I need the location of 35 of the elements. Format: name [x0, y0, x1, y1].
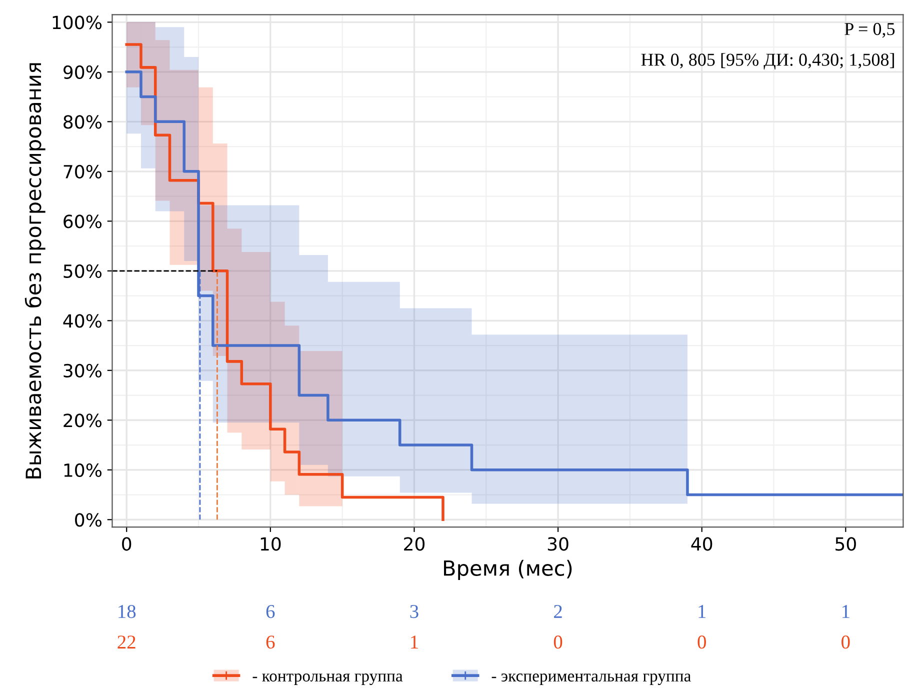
text: 0 [698, 636, 706, 649]
y-tick-label: 60% [64, 214, 102, 228]
y-axis-title: Выживаемость без прогрессирования [24, 63, 46, 478]
y-tick-label: 40% [63, 314, 102, 328]
y-tick-label: 20% [64, 414, 102, 428]
y-tick-label: 100% [52, 16, 102, 30]
legend-label: - контрольная группа [252, 674, 403, 685]
x-axis-title: Время (мес) [444, 560, 572, 580]
text: 1 [842, 605, 850, 618]
x-tick-label: 40 [691, 537, 712, 551]
y-tick-label: 50% [64, 264, 102, 278]
x-tick-label: 30 [548, 537, 568, 551]
y-tick-label: 30% [64, 364, 102, 378]
text: 0 [842, 636, 850, 649]
y-tick-label: 10% [64, 463, 102, 478]
text: 1 [411, 636, 418, 648]
y-tick-label: 90% [64, 65, 102, 80]
text: 18 [118, 604, 136, 618]
text: 0 [554, 636, 562, 649]
text: 22 [118, 636, 136, 648]
text: 3 [410, 605, 418, 618]
text: 1 [698, 605, 706, 618]
annotation: HR 0, 805 [95% ДИ: 0,430; 1,508] [641, 53, 894, 70]
x-tick-label: 0 [122, 537, 132, 551]
legend-label: - экспериментальная группа [492, 674, 691, 685]
y-tick-label: 80% [64, 115, 102, 129]
x-tick-label: 50 [836, 537, 856, 551]
annotation: P = 0,5 [844, 22, 895, 38]
x-tick-label: 20 [404, 537, 425, 551]
text: 2 [554, 605, 562, 618]
y-tick-label: 0% [75, 513, 102, 527]
text: 6 [266, 605, 275, 618]
x-tick-label: 10 [260, 537, 281, 551]
text: 6 [266, 636, 275, 649]
y-tick-label: 70% [64, 164, 102, 179]
